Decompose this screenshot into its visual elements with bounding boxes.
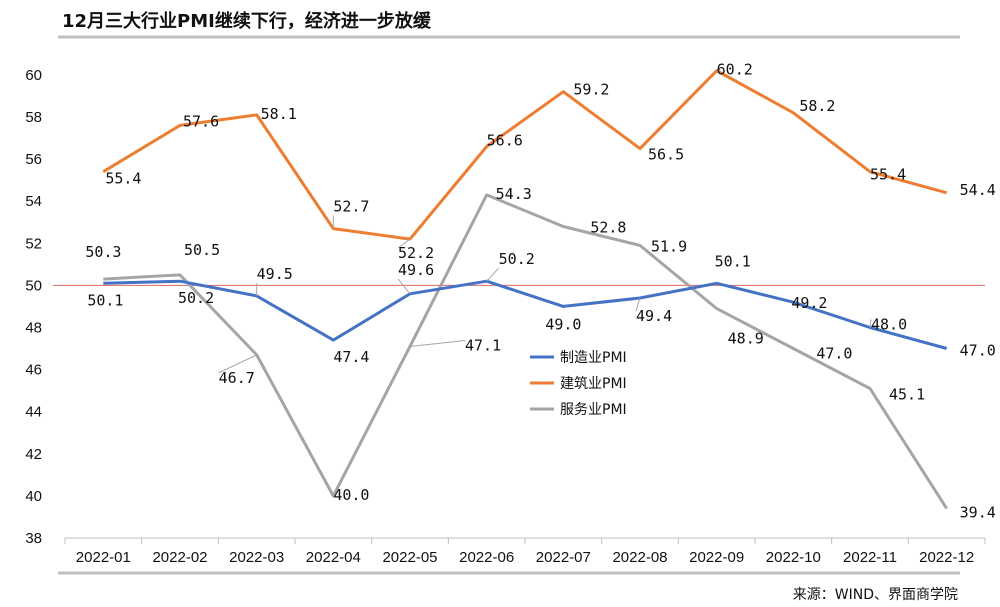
- y-tick-label: 40: [25, 488, 42, 505]
- label-leader: [218, 354, 257, 374]
- y-tick-label: 38: [25, 530, 42, 547]
- data-labels: 50.1 50.2 49.5 47.4 49.6 50.2 49.0 49.4 50.1 49.2…: [85, 61, 995, 522]
- y-tick-label: 60: [25, 67, 42, 84]
- data-label: 49.4: [636, 307, 672, 325]
- x-axis: 2022-01 2022-02 2022-03 2022-04 2022-05 2022-…: [64, 537, 986, 566]
- data-label: 47.1: [465, 336, 501, 354]
- x-tick-label: 2022-06: [459, 549, 514, 566]
- label-leader: [397, 238, 411, 249]
- data-label: 58.2: [799, 97, 835, 115]
- data-label: 51.9: [651, 237, 687, 255]
- label-leader: [486, 267, 500, 282]
- label-leader: [635, 297, 641, 312]
- x-tick-label: 2022-01: [76, 549, 131, 566]
- data-label: 49.2: [791, 294, 827, 312]
- data-label: 52.8: [590, 218, 626, 236]
- data-label: 54.4: [960, 181, 996, 199]
- series-line: [103, 193, 948, 510]
- data-label: 46.7: [219, 369, 255, 387]
- x-tick-label: 2022-10: [766, 549, 821, 566]
- data-label: 57.6: [183, 112, 219, 130]
- y-tick-label: 54: [25, 193, 42, 210]
- chart-title: 12月三大行业PMI继续下行，经济进一步放缓: [62, 10, 432, 32]
- data-label: 40.0: [333, 486, 369, 504]
- data-label: 48.9: [728, 330, 764, 348]
- x-tick-label: 2022-08: [612, 549, 667, 566]
- data-label: 47.0: [960, 342, 996, 360]
- x-tick-label: 2022-05: [382, 549, 437, 566]
- y-tick-label: 52: [25, 235, 42, 252]
- y-axis: 38 40 42 44 46 48 50 52 54 56 58 60: [25, 67, 42, 547]
- data-label: 50.1: [87, 291, 123, 309]
- data-label: 55.4: [870, 166, 906, 184]
- data-label: 50.3: [85, 243, 121, 261]
- data-label: 39.4: [960, 504, 996, 522]
- data-label: 50.5: [184, 241, 220, 259]
- data-label: 49.6: [398, 261, 434, 279]
- x-tick-label: 2022-09: [689, 549, 744, 566]
- data-label: 47.4: [333, 348, 369, 366]
- data-label: 45.1: [889, 386, 925, 404]
- y-tick-label: 56: [25, 151, 42, 168]
- data-label: 47.0: [816, 345, 852, 363]
- series-line: [102, 69, 948, 241]
- y-tick-label: 48: [25, 320, 42, 337]
- y-tick-label: 58: [25, 109, 42, 126]
- series-lines: [102, 69, 948, 510]
- label-leader: [869, 319, 872, 328]
- legend-label: 制造业PMI: [560, 350, 627, 366]
- data-label: 50.2: [499, 250, 535, 268]
- x-tick-label: 2022-12: [919, 549, 974, 566]
- series-line: [103, 279, 948, 350]
- label-leader-lines: [218, 169, 872, 374]
- data-label: 54.3: [496, 185, 532, 203]
- data-label: 60.2: [717, 61, 753, 79]
- data-label: 52.7: [333, 198, 369, 216]
- data-label: 50.2: [178, 289, 214, 307]
- x-tick-label: 2022-02: [152, 549, 207, 566]
- data-label: 59.2: [573, 81, 609, 99]
- data-label: 55.4: [105, 170, 141, 188]
- source-note: 来源：WIND、界面商学院: [793, 587, 958, 603]
- data-label: 56.5: [648, 146, 684, 164]
- label-leader: [409, 339, 466, 347]
- y-tick-label: 42: [25, 446, 42, 463]
- data-label: 48.0: [871, 316, 907, 334]
- legend-label: 建筑业PMI: [560, 376, 627, 392]
- x-tick-label: 2022-11: [843, 549, 897, 566]
- data-label: 49.0: [545, 315, 581, 333]
- data-label: 56.6: [487, 131, 523, 149]
- data-label: 58.1: [261, 105, 297, 123]
- y-tick-label: 50: [25, 277, 42, 294]
- data-label: 52.2: [398, 244, 434, 262]
- data-label: 50.1: [715, 252, 751, 270]
- x-tick-label: 2022-04: [306, 549, 361, 566]
- x-tick-label: 2022-07: [536, 549, 591, 566]
- legend-label: 服务业PMI: [560, 402, 627, 418]
- label-leader: [397, 278, 411, 295]
- data-label: 49.5: [257, 265, 293, 283]
- y-tick-label: 46: [25, 362, 42, 379]
- x-tick-label: 2022-03: [229, 549, 284, 566]
- y-tick-label: 44: [25, 404, 42, 421]
- legend: 制造业PMI 建筑业PMI 服务业PMI: [530, 350, 627, 418]
